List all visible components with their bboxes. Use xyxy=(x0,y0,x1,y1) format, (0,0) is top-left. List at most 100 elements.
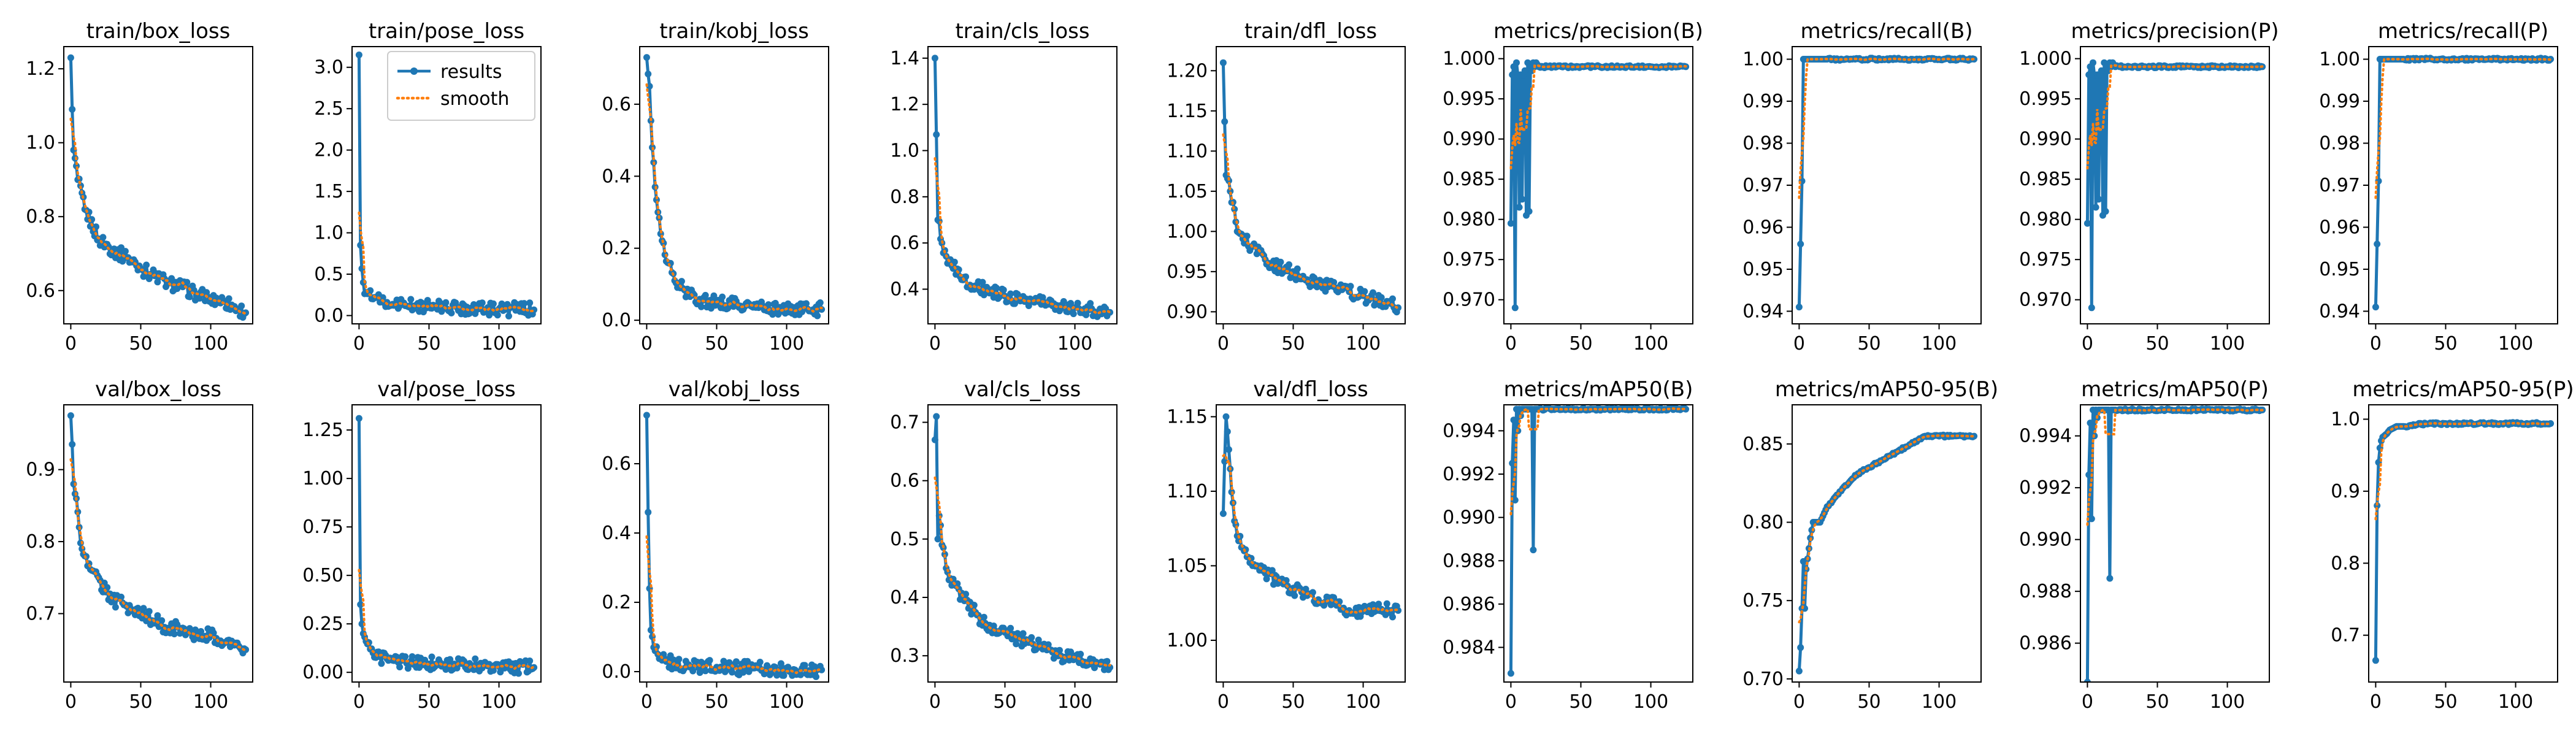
plot-area xyxy=(1795,55,1978,311)
results-point xyxy=(1507,670,1514,677)
results-point xyxy=(428,653,435,661)
results-point xyxy=(1060,298,1067,305)
y-tick-label: 0.995 xyxy=(2019,88,2072,110)
smooth-line xyxy=(933,157,1111,315)
results-point xyxy=(689,667,697,675)
axes-frame xyxy=(1503,46,1693,324)
y-tick-label: 0.9 xyxy=(26,459,55,481)
results-point xyxy=(526,299,534,307)
results-point xyxy=(1011,300,1018,307)
y-tick-label: 0.4 xyxy=(890,279,919,301)
results-point xyxy=(1971,432,1978,440)
results-point xyxy=(931,55,938,62)
y-tick-label: 0.8 xyxy=(2331,553,2360,574)
results-point xyxy=(1516,204,1523,211)
results-point xyxy=(1797,240,1804,248)
plot-area xyxy=(355,52,538,320)
results-point xyxy=(816,299,824,306)
subplot-grid: train/box_loss 0 50 100 0.6 0.8 1.0 1.2 train/po… xyxy=(26,19,2574,713)
results-point xyxy=(697,303,705,310)
panel-val-cls-loss: val/cls_loss 0 50 100 0.3 0.4 0.5 0.6 0.7 xyxy=(890,377,1117,713)
results-point xyxy=(1302,586,1309,592)
y-tick-label: 0.50 xyxy=(302,565,343,586)
panel-title: metrics/mAP50-95(P) xyxy=(2352,377,2574,402)
y-tick-label: 1.00 xyxy=(1167,630,1208,651)
y-tick-label: 1.0 xyxy=(890,140,919,162)
legend-results-marker xyxy=(410,67,418,75)
axes-frame xyxy=(2080,404,2270,683)
results-point xyxy=(183,278,191,286)
results-point xyxy=(702,291,709,299)
results-point xyxy=(447,656,454,663)
results-point xyxy=(1370,289,1376,296)
results-point xyxy=(2098,67,2105,74)
y-tick-label: 0.99 xyxy=(1742,91,1784,112)
results-point xyxy=(145,608,153,615)
results-point xyxy=(1083,311,1090,318)
results-point xyxy=(197,628,205,635)
results-point xyxy=(756,659,764,665)
y-tick-label: 0.4 xyxy=(602,166,631,187)
x-tick-label: 50 xyxy=(705,691,728,713)
y-tick-label: 0.975 xyxy=(1443,249,1495,270)
axes-frame xyxy=(2080,46,2270,324)
plot-area xyxy=(1219,413,1402,621)
y-tick-label: 1.00 xyxy=(1742,49,1784,71)
y-tick-label: 0.85 xyxy=(1742,434,1784,455)
results-point xyxy=(2092,204,2099,211)
results-point xyxy=(643,412,650,419)
results-point xyxy=(1074,299,1081,307)
x-tick-label: 50 xyxy=(1569,333,1592,355)
axes-frame xyxy=(2368,404,2558,683)
results-point xyxy=(466,310,473,317)
y-tick-label: 0.4 xyxy=(890,587,919,608)
results-point xyxy=(2547,420,2555,427)
axes-frame xyxy=(927,404,1117,683)
results-point xyxy=(951,258,958,266)
x-tick-label: 50 xyxy=(417,333,440,355)
y-tick-label: 0.70 xyxy=(1742,669,1784,690)
y-tick-label: 0.980 xyxy=(2019,209,2072,231)
plot-area xyxy=(2083,405,2266,682)
results-point xyxy=(238,302,245,310)
results-point xyxy=(1795,667,1803,675)
x-tick-label: 0 xyxy=(929,691,941,713)
y-tick-label: 0.986 xyxy=(1443,594,1495,615)
x-tick-label: 50 xyxy=(1281,333,1305,355)
legend-smooth-label: smooth xyxy=(440,88,509,110)
results-point xyxy=(1383,600,1390,607)
y-tick-label: 0.95 xyxy=(2319,259,2360,280)
results-point xyxy=(1028,634,1035,641)
results-point xyxy=(494,312,501,319)
x-tick-label: 100 xyxy=(1057,691,1092,713)
x-tick-label: 0 xyxy=(2370,333,2382,355)
smooth-line xyxy=(645,83,823,313)
results-point xyxy=(2095,196,2103,203)
axes-frame xyxy=(63,404,253,683)
panel-metrics-recall-b: metrics/recall(B) 0 50 100 0.94 0.95 0.96 0.97 0… xyxy=(1742,19,1982,355)
results-point xyxy=(2087,420,2094,427)
results-point xyxy=(69,105,76,113)
x-tick-label: 100 xyxy=(769,333,804,355)
y-tick-label: 0.988 xyxy=(2019,581,2072,602)
y-tick-label: 0.995 xyxy=(1443,88,1495,110)
results-point xyxy=(678,278,685,285)
y-tick-label: 1.25 xyxy=(302,420,343,441)
y-tick-label: 0.990 xyxy=(2019,529,2072,551)
smooth-line xyxy=(358,569,535,671)
y-tick-label: 0.0 xyxy=(602,661,631,683)
results-point xyxy=(777,660,784,667)
y-tick-label: 0.994 xyxy=(1443,420,1495,442)
axes-frame xyxy=(1216,46,1406,324)
y-tick-label: 1.20 xyxy=(1167,60,1208,82)
y-tick-label: 2.5 xyxy=(314,98,343,120)
results-point xyxy=(357,601,364,608)
results-point xyxy=(1103,657,1111,665)
y-tick-label: 0.6 xyxy=(890,232,919,254)
y-tick-label: 1.10 xyxy=(1167,481,1208,502)
panel-title: metrics/mAP50-95(B) xyxy=(1775,377,1998,402)
results-point xyxy=(1525,208,1533,215)
x-tick-label: 0 xyxy=(65,333,77,355)
panel-title: train/pose_loss xyxy=(369,19,524,44)
